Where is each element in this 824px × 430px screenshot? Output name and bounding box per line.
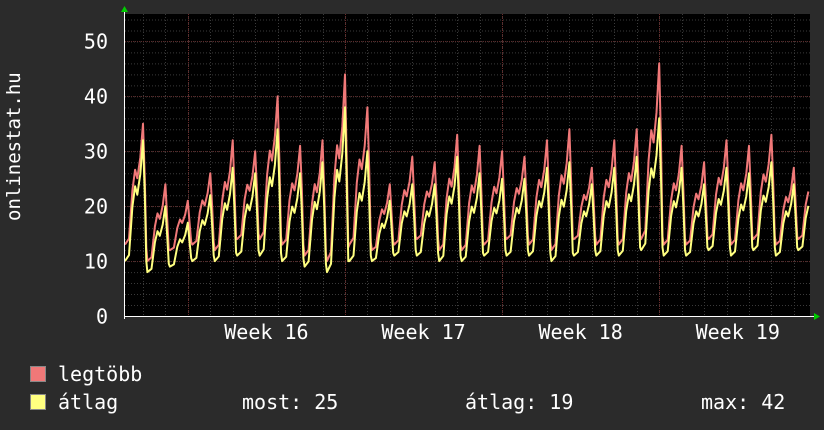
legend-item-avg: átlag bbox=[30, 390, 118, 414]
y-tick-label: 10 bbox=[84, 250, 108, 274]
y-tick-label: 20 bbox=[84, 195, 108, 219]
y-axis-label: onlinestat.hu bbox=[3, 72, 25, 221]
legend-item-max: legtöbb bbox=[30, 362, 142, 386]
series-line-avg bbox=[124, 106, 810, 274]
stat-maximum: max: 42 bbox=[701, 390, 786, 414]
y-tick-label: 30 bbox=[84, 140, 108, 164]
x-tick-label: Week 18 bbox=[538, 320, 622, 344]
y-tick-label: 40 bbox=[84, 85, 108, 109]
y-tick-label: 0 bbox=[96, 305, 108, 329]
x-tick-label: Week 19 bbox=[696, 320, 780, 344]
legend-label-avg: átlag bbox=[58, 390, 119, 414]
legend-swatch-max bbox=[30, 366, 46, 382]
legend-swatch-avg bbox=[30, 394, 46, 410]
x-tick-label: Week 17 bbox=[381, 320, 465, 344]
x-axis-arrow bbox=[814, 313, 820, 320]
y-tick-label: 50 bbox=[84, 30, 108, 54]
series-line-max bbox=[124, 62, 810, 263]
stat-current: most: 25 bbox=[242, 390, 339, 414]
plot-area bbox=[125, 14, 810, 316]
stat-average: átlag: 19 bbox=[465, 390, 574, 414]
y-axis-arrow bbox=[121, 6, 128, 12]
x-tick-label: Week 16 bbox=[224, 320, 308, 344]
legend-label-max: legtöbb bbox=[58, 362, 143, 386]
